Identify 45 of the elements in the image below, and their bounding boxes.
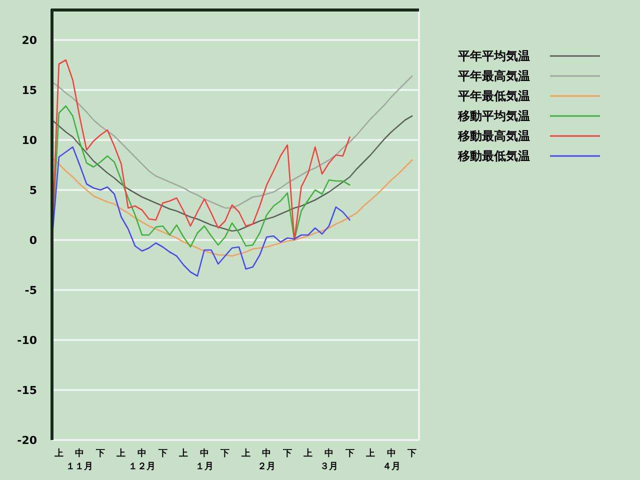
y-tick-label: -10	[17, 334, 38, 347]
x-tick-label: 中	[262, 448, 272, 459]
y-tick-label: 0	[29, 234, 38, 247]
line-series	[51, 105, 350, 248]
y-tick-label: -5	[24, 284, 37, 297]
x-tick-label: 中	[200, 448, 209, 459]
x-tick-label: 下	[406, 449, 417, 459]
line-series	[51, 146, 350, 277]
legend-label: 平年平均気温	[457, 49, 530, 63]
line-series	[51, 75, 413, 209]
text: ３月	[320, 461, 338, 472]
x-tick-label: 下	[157, 449, 168, 459]
y-tick-label: -15	[17, 384, 37, 397]
line-series	[51, 157, 413, 257]
x-tick-label: 上	[240, 448, 250, 459]
line-series	[51, 115, 413, 232]
x-tick-label: 上	[178, 448, 188, 459]
y-tick-label: 20	[22, 34, 38, 47]
x-tick-label: 上	[116, 448, 126, 459]
text: １２月	[128, 461, 156, 472]
x-tick-label: 中	[75, 448, 84, 459]
y-tick-label: -20	[17, 434, 38, 447]
x-tick-label: 上	[53, 448, 64, 459]
text: １月	[195, 461, 214, 472]
x-tick-label: 下	[94, 449, 105, 459]
legend-label: 移動最高気温	[457, 129, 530, 143]
line-series	[51, 59, 350, 241]
text: ２月	[258, 461, 276, 472]
x-tick-label: 上	[365, 448, 376, 459]
x-tick-label: 下	[282, 449, 292, 459]
legend-label: 移動最低気温	[457, 149, 530, 163]
legend-label: 平年最高気温	[457, 69, 530, 83]
x-tick-label: 中	[386, 448, 396, 459]
legend-label: 平年最低気温	[457, 89, 530, 103]
x-tick-label: 中	[138, 448, 147, 459]
x-tick-label: 下	[220, 449, 230, 459]
x-tick-label: 下	[344, 449, 354, 459]
y-tick-label: 15	[22, 84, 37, 97]
text: ４月	[382, 461, 400, 472]
x-tick-label: 上	[302, 448, 313, 459]
x-tick-label: 中	[324, 448, 334, 459]
y-tick-label: 10	[22, 134, 38, 147]
text: １１月	[66, 461, 94, 472]
legend-label: 移動平均気温	[457, 109, 530, 123]
y-tick-label: 5	[29, 184, 37, 197]
